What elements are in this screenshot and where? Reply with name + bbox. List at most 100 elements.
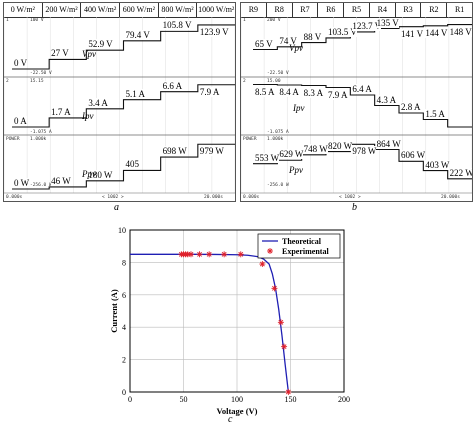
- current-step-label: 7.9 A: [328, 89, 348, 100]
- current-step-label: 4.3 A: [376, 94, 397, 105]
- power-step-label: 553 W: [255, 152, 280, 163]
- header-cell: R7: [293, 3, 319, 17]
- voltage-step-label: 88 V: [303, 31, 322, 42]
- power-trace: [12, 143, 235, 190]
- asterisk-stroke: [272, 285, 277, 291]
- ch2-min: -1.075 A: [267, 130, 289, 135]
- ch3-scale: 1.000k: [267, 137, 284, 142]
- current-step-label: 6.6 A: [162, 80, 183, 91]
- caption-b: b: [352, 202, 357, 213]
- current-trace: [12, 84, 235, 128]
- scope-traces-b: [241, 17, 472, 194]
- asterisk-stroke: [285, 389, 291, 395]
- voltage-step-label: 105.8 V: [162, 20, 192, 31]
- x-axis-label: Voltage (V): [217, 406, 258, 416]
- y-tick-label: 0: [122, 388, 126, 397]
- ch1-min: -22.50 V: [267, 71, 289, 76]
- voltage-symbol: Vpv: [82, 49, 96, 59]
- current-step-label: 8.4 A: [279, 87, 299, 97]
- asterisk-stroke: [278, 319, 284, 325]
- ch1-scale: 100 V: [30, 18, 44, 23]
- current-step-label: 0 A: [14, 116, 27, 126]
- y-tick-label: 4: [122, 323, 126, 332]
- power-step-label: 222 W: [449, 167, 473, 178]
- x-tick-label: 150: [285, 395, 297, 404]
- voltage-step-label: 74 V: [279, 35, 297, 46]
- ch1-label: 1: [6, 18, 9, 23]
- header-cell: 600 W/m²: [120, 3, 159, 17]
- header-cell: R8: [267, 3, 293, 17]
- power-step-label: 180 W: [88, 169, 113, 180]
- header-cell: 800 W/m²: [159, 3, 198, 17]
- x-tick-label: 0: [128, 395, 132, 404]
- current-symbol: Ipv: [293, 103, 305, 113]
- current-step-label: 5.1 A: [125, 88, 146, 99]
- voltage-step-label: 148 V: [449, 26, 472, 37]
- power-step-label: 820 W: [328, 140, 353, 151]
- legend-marker-swatch: [267, 248, 273, 254]
- ch3-scale: 1.000k: [30, 137, 47, 142]
- ch2-min: -1.075 A: [30, 130, 52, 135]
- y-tick-label: 6: [122, 291, 126, 300]
- header-cell: 200 W/m²: [43, 3, 82, 17]
- current-step-label: 8.5 A: [255, 86, 275, 97]
- voltage-step-label: 103.5 V: [328, 26, 357, 37]
- power-step-label: 698 W: [162, 146, 187, 157]
- x-tick-label: 200: [338, 395, 350, 404]
- time-end: 20.000s: [441, 195, 460, 200]
- asterisk-stroke: [206, 251, 212, 257]
- experimental-point: [281, 343, 288, 350]
- current-symbol: Ipv: [82, 111, 94, 121]
- asterisk-stroke: [197, 251, 202, 257]
- voltage-step-label: 135 V: [376, 17, 399, 28]
- current-step-label: 8.3 A: [303, 87, 324, 98]
- experimental-point: [237, 251, 244, 258]
- experimental-point: [187, 251, 194, 258]
- time-marker: < 1002 >: [339, 195, 361, 200]
- experimental-point: [196, 251, 203, 258]
- current-step-label: 1.7 A: [51, 106, 71, 117]
- header-cell: R9: [241, 3, 267, 17]
- iv-curve-chart: 0 50 100 150 200 0 2 4 6 8 10 Voltage (V) Current (A…: [110, 226, 350, 416]
- header-cell: R6: [318, 3, 345, 17]
- ch3-label: POWER: [243, 137, 257, 142]
- header-cell: 0 W/m²: [4, 3, 43, 17]
- power-step-label: 979 W: [199, 146, 224, 157]
- power-symbol: Ppv: [289, 165, 303, 175]
- time-marker: < 1002 >: [102, 195, 124, 200]
- x-tick-label: 100: [231, 395, 243, 404]
- y-tick-label: 8: [122, 258, 126, 267]
- ch1-min: -22.50 V: [30, 71, 52, 76]
- current-step-label: 7.9 A: [199, 86, 220, 97]
- current-step-label: 2.8 A: [401, 102, 421, 112]
- voltage-step-label: 123.9 V: [199, 26, 229, 37]
- ch2-label: 2: [6, 79, 9, 84]
- ch1-scale: 200 V: [267, 18, 281, 23]
- ch1-label: 1: [243, 18, 246, 23]
- caption-c: c: [228, 414, 233, 425]
- voltage-step-label: 141 V: [401, 28, 424, 39]
- asterisk-stroke: [267, 248, 273, 254]
- experimental-point: [221, 251, 228, 258]
- power-step-label: 405: [125, 159, 139, 170]
- current-step-label: 3.4 A: [88, 97, 108, 108]
- header-cell: R4: [370, 3, 396, 17]
- experimental-point: [206, 251, 213, 258]
- time-end: 20.000s: [204, 195, 223, 200]
- voltage-step-label: 27 V: [51, 48, 69, 59]
- ch3-min: -256.0 W: [30, 183, 52, 188]
- voltage-symbol: Vpv: [289, 43, 303, 53]
- caption-a: a: [114, 202, 119, 213]
- ch2-scale: 15.00: [267, 79, 281, 84]
- header-cell: R2: [421, 3, 448, 17]
- legend-theoretical: Theoretical: [282, 237, 322, 246]
- power-step-label: 629 W: [279, 149, 304, 160]
- header-cell: R3: [396, 3, 422, 17]
- plot-frame: [129, 229, 345, 393]
- power-step-label: 606 W: [401, 150, 426, 161]
- experimental-point: [271, 285, 278, 292]
- scope-traces-a: [4, 17, 235, 194]
- current-step-label: 1.5 A: [425, 108, 445, 119]
- y-tick-label: 2: [122, 356, 126, 365]
- asterisk-stroke: [281, 344, 287, 350]
